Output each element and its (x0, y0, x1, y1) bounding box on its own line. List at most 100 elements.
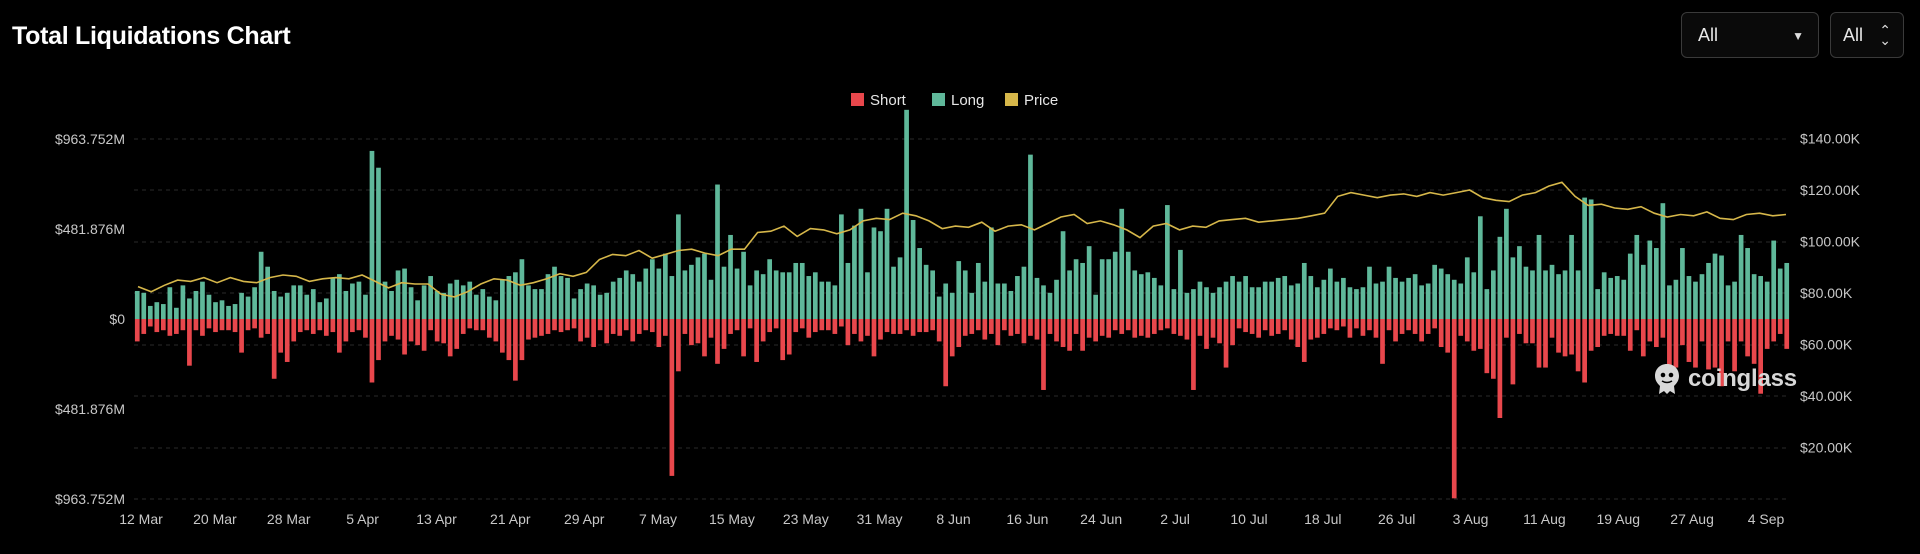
short-bar (982, 319, 988, 340)
short-bar (845, 319, 851, 346)
x-tick-label: 21 Apr (490, 511, 531, 527)
long-bar (1080, 262, 1085, 319)
short-bar (1582, 319, 1587, 383)
short-bar (1712, 319, 1718, 368)
long-bar (884, 208, 890, 319)
short-bar (565, 319, 570, 331)
short-bar (826, 319, 831, 331)
x-tick-label: 29 Apr (564, 511, 605, 527)
long-bar (252, 287, 257, 319)
long-bar (1686, 276, 1692, 319)
short-bar (884, 319, 890, 333)
short-bar (799, 319, 805, 329)
short-bar (1523, 319, 1529, 344)
long-bar (578, 289, 583, 319)
short-bar (682, 319, 688, 334)
short-bar (506, 319, 512, 361)
long-bar (526, 285, 531, 319)
short-bar (1634, 319, 1640, 331)
x-tick-label: 7 May (639, 511, 677, 527)
short-bar (1067, 319, 1072, 351)
long-bar (715, 184, 720, 319)
long-bar (1073, 259, 1079, 319)
short-bar (1386, 319, 1392, 331)
short-bar (1151, 319, 1157, 334)
short-bar (715, 319, 720, 364)
long-bar (350, 283, 355, 319)
long-bar (943, 283, 949, 319)
short-bar (1112, 319, 1118, 331)
long-bar (1425, 283, 1431, 319)
short-bar (1301, 319, 1307, 362)
short-bar (1621, 319, 1627, 336)
long-bar (1399, 281, 1405, 319)
long-bar (1054, 279, 1059, 319)
long-bar (291, 285, 297, 319)
long-bar (1165, 205, 1170, 319)
symbol-select[interactable]: All ▼ (1681, 12, 1819, 58)
short-bar (656, 319, 662, 348)
long-bar (1497, 236, 1503, 319)
long-bar (636, 281, 642, 319)
long-bar (1269, 281, 1275, 319)
long-bar (1745, 248, 1750, 319)
long-bar (200, 281, 205, 319)
left-tick-label: $963.752M (55, 491, 125, 507)
short-bar (721, 319, 727, 349)
long-bar (337, 274, 342, 319)
short-bar (1145, 319, 1151, 338)
long-bar (767, 259, 773, 319)
long-bar (486, 296, 492, 319)
short-bar (617, 319, 623, 336)
short-bar (1399, 319, 1405, 334)
short-bar (1464, 319, 1470, 342)
left-tick-label: $481.876M (55, 221, 125, 237)
short-bar (1321, 319, 1327, 334)
short-bar (1412, 319, 1418, 334)
long-bar (428, 276, 433, 319)
short-bar (337, 319, 342, 353)
short-bar (1197, 319, 1203, 336)
long-bar (232, 304, 238, 319)
long-bar (245, 296, 251, 319)
short-bar (284, 319, 290, 362)
long-bar (754, 270, 759, 319)
short-bar (623, 319, 629, 331)
short-bar (578, 319, 583, 342)
long-bar (473, 294, 479, 319)
long-bar (545, 274, 551, 319)
long-bar (1445, 274, 1451, 319)
long-bar (1673, 279, 1679, 319)
long-bar (741, 251, 746, 319)
short-bar (852, 319, 857, 334)
short-bar (323, 319, 329, 336)
long-bar (258, 251, 264, 319)
long-bar (382, 281, 388, 319)
long-bar (480, 289, 486, 319)
long-bar (643, 268, 649, 319)
long-bar (271, 290, 277, 319)
long-bars (134, 109, 1790, 319)
legend-swatch (1005, 93, 1018, 106)
short-bar (936, 319, 942, 342)
long-bar (806, 276, 812, 319)
long-bar (1132, 270, 1138, 319)
left-tick-label: $0 (109, 311, 125, 327)
short-bar (1647, 319, 1653, 342)
long-bar (1588, 199, 1594, 319)
short-bar (1575, 319, 1581, 372)
long-bar (1510, 257, 1516, 319)
long-bar (649, 259, 655, 319)
short-bar (630, 319, 636, 342)
short-bar (1243, 319, 1248, 333)
short-bar (943, 319, 949, 387)
short-bar (1758, 319, 1763, 394)
long-bar (532, 289, 538, 319)
long-bar (174, 307, 179, 319)
x-tick-label: 5 Apr (346, 511, 379, 527)
short-bar (1008, 319, 1014, 336)
range-select[interactable]: All ⌃ ⌄ (1830, 12, 1904, 58)
long-bar (154, 302, 160, 319)
short-bar (1660, 319, 1666, 338)
